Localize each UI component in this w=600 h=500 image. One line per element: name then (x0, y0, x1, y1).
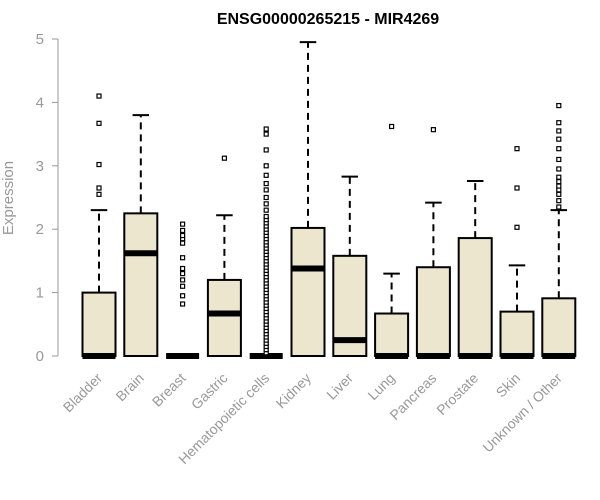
boxes-layer (81, 41, 577, 359)
box-group (374, 123, 410, 359)
outlier-point (556, 128, 562, 134)
box-group (541, 102, 577, 359)
box-group (206, 155, 242, 358)
outlier-point (263, 147, 269, 153)
outlier-point (180, 293, 186, 299)
x-tick-label: Brain (112, 370, 146, 404)
outlier-point (263, 131, 269, 137)
outlier-point (556, 156, 562, 163)
outlier-point (514, 224, 520, 230)
outlier-point (180, 265, 186, 272)
outlier-point (514, 146, 520, 152)
x-tick-label: Prostate (433, 370, 481, 418)
iqr-box (123, 212, 159, 357)
x-tick-label: Lung (364, 370, 397, 403)
iqr-box (206, 278, 242, 358)
outlier-point (556, 183, 562, 189)
iqr-box (290, 226, 326, 357)
x-tick-label: Unknown / Other (479, 370, 565, 456)
outlier-point (180, 255, 186, 261)
outlier-point (180, 277, 186, 283)
outlier-point (180, 270, 186, 277)
outlier-point (180, 221, 186, 227)
box-group (290, 41, 326, 357)
outlier-point (514, 185, 520, 191)
outlier-point (263, 207, 269, 213)
outlier-point (180, 240, 186, 246)
x-tick-label: Bladder (60, 370, 106, 416)
x-tick-label: Skin (493, 370, 524, 401)
outlier-point (96, 93, 102, 99)
outlier-point (263, 180, 269, 187)
box-group (457, 180, 493, 359)
y-tick-label: 1 (36, 285, 44, 302)
outlier-point (556, 179, 562, 185)
outlier-point (180, 283, 186, 289)
box-group (81, 93, 117, 359)
x-tick-label: Liver (323, 370, 356, 403)
outlier-point (263, 172, 269, 178)
outlier-point (263, 163, 269, 169)
outlier-point (96, 191, 102, 197)
outlier-point (556, 136, 562, 142)
chart-title: ENSG00000265215 - MIR4269 (217, 11, 439, 28)
iqr-box (457, 237, 493, 358)
x-tick-label: Kidney (273, 370, 315, 412)
y-axis-ticks: 0 1 2 3 4 5 (36, 31, 58, 365)
y-tick-label: 4 (36, 94, 44, 111)
outlier-point (263, 126, 269, 132)
y-tick-label: 3 (36, 158, 44, 175)
iqr-box (81, 291, 117, 358)
outlier-point (263, 213, 269, 220)
outlier-point (180, 301, 186, 307)
x-tick-label: Breast (149, 370, 189, 410)
outlier-point (221, 155, 227, 161)
y-tick-label: 0 (36, 348, 44, 365)
outlier-point (430, 127, 436, 133)
iqr-box (541, 297, 577, 357)
outlier-point (556, 191, 562, 197)
outlier-point (556, 198, 562, 204)
outlier-point (96, 185, 102, 191)
outlier-point (556, 174, 562, 180)
outlier-point (263, 187, 269, 193)
outlier-point (556, 120, 562, 126)
outlier-point (180, 232, 186, 239)
box-group (332, 175, 368, 357)
outlier-point (96, 120, 102, 126)
box-group (249, 126, 283, 359)
outlier-point (263, 201, 269, 207)
outlier-point (556, 204, 562, 210)
outlier-point (556, 102, 562, 109)
y-axis-label: Expression (0, 161, 17, 235)
outlier-point (556, 146, 562, 152)
box-group (415, 127, 451, 359)
outlier-point (96, 161, 102, 168)
iqr-box (415, 266, 451, 357)
outlier-point (556, 166, 562, 172)
iqr-box (499, 310, 535, 357)
y-tick-label: 2 (36, 221, 44, 238)
outlier-point (389, 123, 395, 130)
y-tick-label: 5 (36, 31, 44, 48)
box-group (499, 146, 535, 359)
iqr-box (374, 312, 410, 358)
outlier-point (263, 194, 269, 201)
box-group (123, 114, 159, 357)
outlier-point (180, 227, 186, 234)
box-group (166, 221, 200, 359)
